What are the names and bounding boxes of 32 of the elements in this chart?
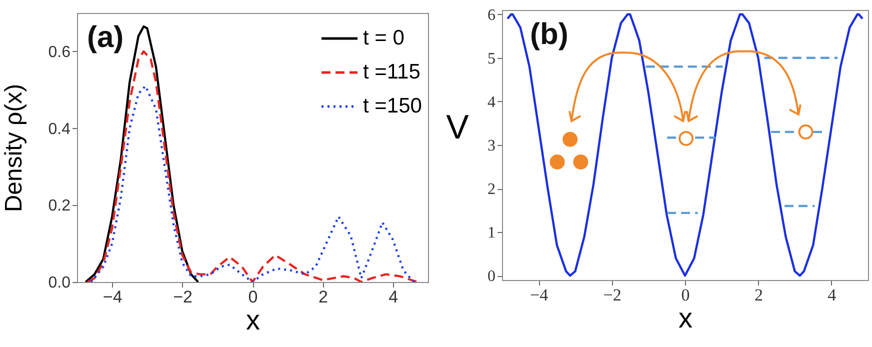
legend-label: t =115: [363, 60, 420, 84]
x-tick-label: 0: [248, 288, 258, 306]
x-axis-title: x: [246, 304, 260, 336]
x-tick-label: 0: [681, 286, 690, 304]
y-tick-label: 0.6: [48, 44, 71, 61]
chart-title: (a): [87, 21, 124, 54]
x-tick-label: 4: [388, 288, 398, 306]
x-tick-label: −4: [102, 288, 122, 306]
y-tick-label: 0.0: [48, 274, 71, 292]
x-tick-label: 2: [754, 286, 763, 304]
y-tick-label: 0.2: [48, 198, 71, 215]
y-tick-label: 0.4: [48, 120, 71, 138]
y-tick-label: 0: [488, 268, 496, 286]
y-tick-label: 2: [488, 181, 496, 198]
y-tick-label: 6: [488, 6, 496, 24]
legend-label: t =150: [363, 94, 422, 118]
line-series: [506, 13, 864, 277]
x-tick-label: −2: [173, 288, 192, 306]
x-tick-label: 2: [318, 288, 328, 306]
x-tick-label: −2: [603, 286, 622, 304]
y-tick-label: 5: [488, 50, 496, 68]
y-tick-label: 1: [488, 224, 496, 242]
chart-title: (b): [530, 18, 568, 51]
y-tick-label: 3: [488, 138, 496, 154]
legend-label: t = 0: [363, 26, 404, 50]
y-tick-label: 4: [488, 94, 496, 111]
x-tick-label: 4: [828, 286, 837, 304]
y-axis-title: Density ρ(x): [0, 84, 28, 212]
y-axis-title: V: [446, 108, 470, 146]
line-series: [84, 25, 200, 282]
x-axis-title: x: [678, 302, 692, 334]
x-tick-label: −4: [530, 286, 549, 304]
